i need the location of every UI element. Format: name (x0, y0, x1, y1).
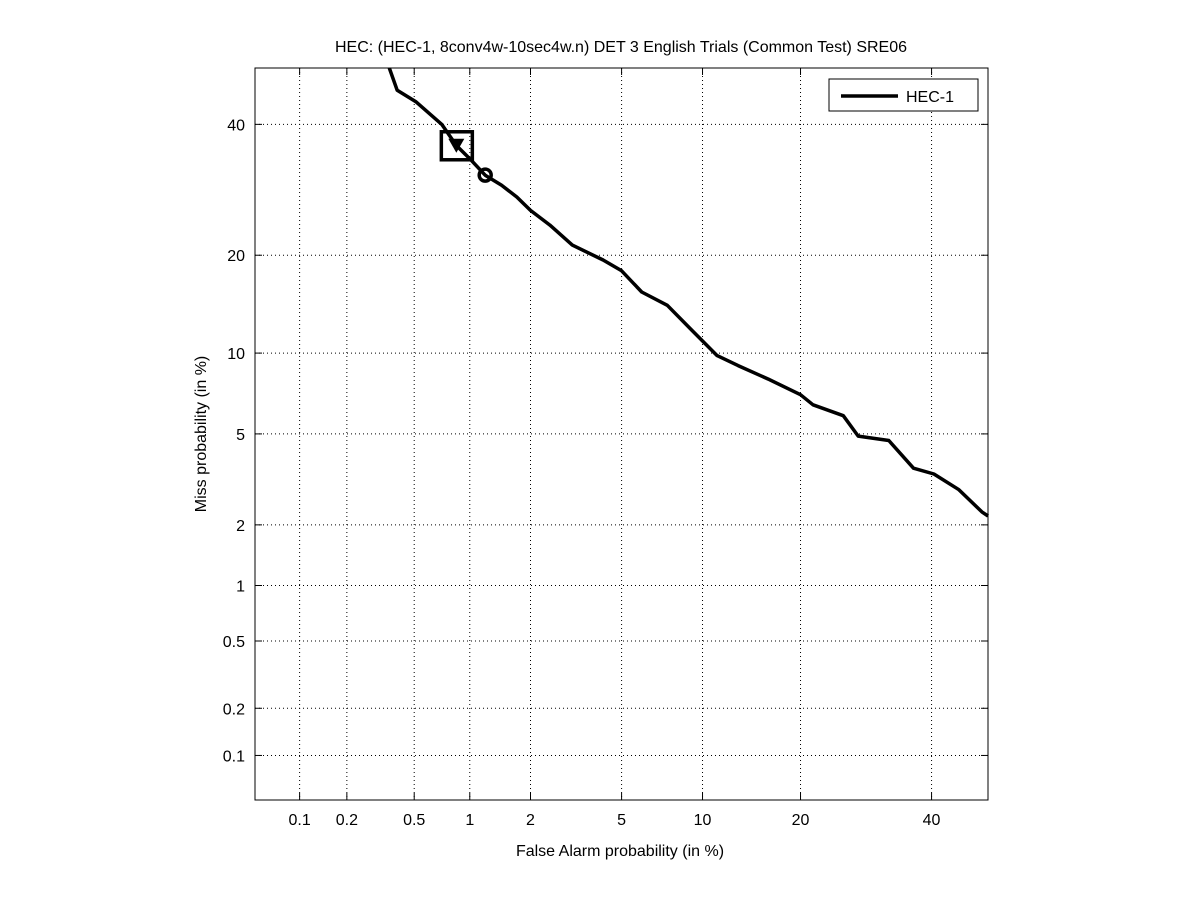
y-tick-label: 0.2 (223, 701, 245, 718)
legend: HEC-1 (828, 78, 979, 112)
ticks: 0.1 0.2 0.5 1 2 5 10 20 40 0.1 0.2 0.5 1 2 5 10 20 40 (223, 68, 988, 829)
plot-area-frame (254, 67, 989, 801)
x-tick-label: 0.1 (288, 812, 310, 829)
marker-square (439, 130, 475, 162)
markers-layer (439, 130, 493, 183)
y-tick-label: 5 (236, 427, 245, 444)
y-tick-label: 0.1 (223, 748, 245, 765)
x-tick-label: 2 (526, 812, 535, 829)
grid (255, 68, 988, 800)
legend-label: HEC-1 (906, 89, 954, 106)
x-tick-label: 40 (923, 812, 941, 829)
x-axis-label: False Alarm probability (in %) (516, 843, 724, 860)
chart-title: HEC: (HEC-1, 8conv4w-10sec4w.n) DET 3 En… (335, 39, 907, 56)
y-tick-label: 1 (236, 579, 245, 596)
x-tick-label: 1 (465, 812, 474, 829)
x-tick-label: 0.2 (336, 812, 358, 829)
y-tick-label: 10 (227, 346, 245, 363)
x-tick-label: 5 (617, 812, 626, 829)
series-line-hec-1 (387, 67, 989, 518)
x-tick-label: 10 (694, 812, 712, 829)
y-tick-label: 0.5 (223, 634, 245, 651)
x-tick-label: 0.5 (403, 812, 425, 829)
x-tick-label: 20 (792, 812, 810, 829)
y-tick-label: 20 (227, 248, 245, 265)
marker-triangle-down (448, 138, 465, 153)
y-tick-label: 40 (227, 117, 245, 134)
marker-circle (477, 167, 493, 183)
series-layer (387, 67, 989, 518)
y-tick-label: 2 (236, 518, 245, 535)
y-axis-label: Miss probability (in %) (193, 356, 210, 512)
